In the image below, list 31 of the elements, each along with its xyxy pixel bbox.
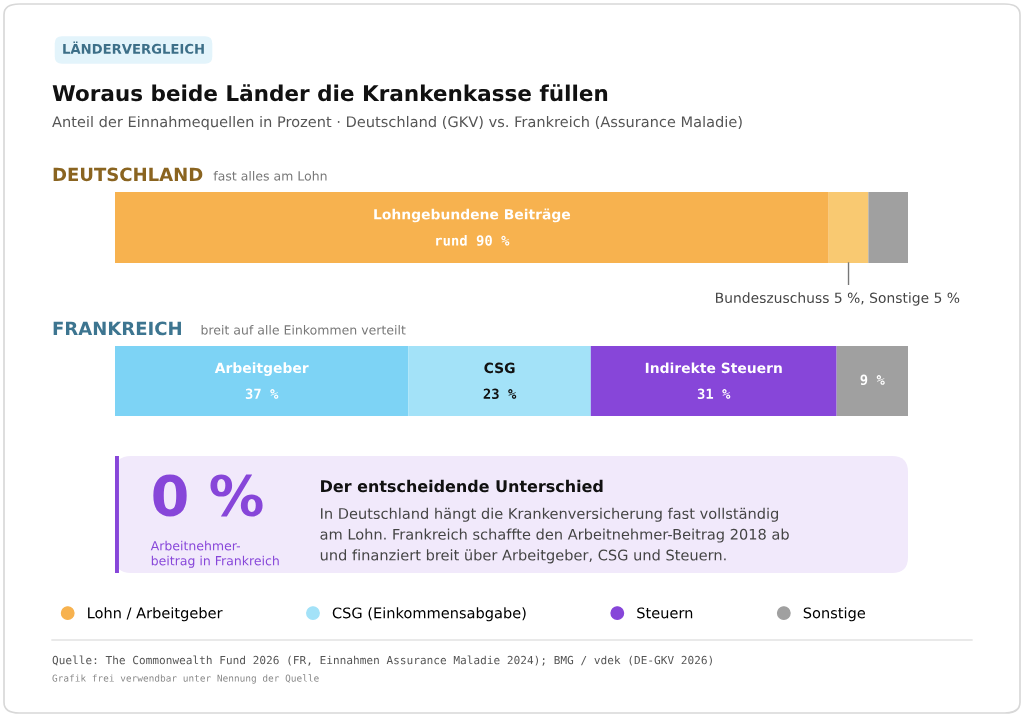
bar — [408, 346, 591, 416]
text: Arbeitnehmer- beitrag in Frankreich — [150, 540, 279, 568]
series-label: Indirekte Steuern — [645, 362, 782, 374]
data-label: 23 % — [483, 388, 517, 400]
text: Woraus beide Länder die Krankenkasse füllen — [52, 84, 608, 102]
text: 0 % — [153, 474, 263, 517]
text: LÄNDERVERGLEICH — [63, 41, 204, 54]
data-label: 9 % — [860, 374, 885, 386]
legend-label: Sonstige — [803, 607, 866, 622]
legend-label: CSG (Einkommensabgabe) — [332, 607, 526, 622]
chart-subtitle: breit auf alle Einkommen verteilt — [201, 324, 406, 335]
text: Bundeszuschuss 5 %, Sonstige 5 % — [716, 292, 960, 306]
chart-subtitle: fast alles am Lohn — [213, 170, 327, 181]
data-label: rund 90 % — [436, 234, 510, 246]
series-label: Arbeitgeber — [214, 362, 309, 376]
data-label: 31 % — [697, 388, 731, 400]
source-note: Quelle: The Commonwealth Fund 2026 (FR, Einnahmen Assurance Maladie 2024); BMG / vdek (DE-GKV 2026) — [52, 655, 712, 666]
text: In Deutschland hängt die Krankenversicherung fast vollständig am Lohn. Frankreich schaffte den Arbeitnehmer-Beitrag 2018 ab und finanziert breit über Arbeitgeber, CSG und Steuern. — [320, 507, 789, 564]
bar — [590, 346, 837, 416]
series-label: CSG — [484, 362, 515, 374]
legend-label: Steuern — [637, 607, 693, 619]
text: Grafik frei verwendbar unter Nennung der Quelle — [52, 674, 319, 684]
text: Anteil der Einnahmequellen in Prozent · Deutschland (GKV) vs. Frankreich (Assurance Maladie) — [52, 115, 742, 131]
data-label: 37 % — [245, 388, 279, 400]
legend-label: Lohn / Arbeitgeber — [88, 607, 223, 622]
chart-title: FRANKREICH — [53, 321, 181, 336]
text: Der entscheidende Unterschied — [321, 479, 603, 493]
series-label: Lohngebundene Beiträge — [374, 208, 571, 223]
chart-title: DEUTSCHLAND — [53, 167, 203, 182]
bar — [836, 346, 908, 416]
bar — [115, 346, 409, 416]
